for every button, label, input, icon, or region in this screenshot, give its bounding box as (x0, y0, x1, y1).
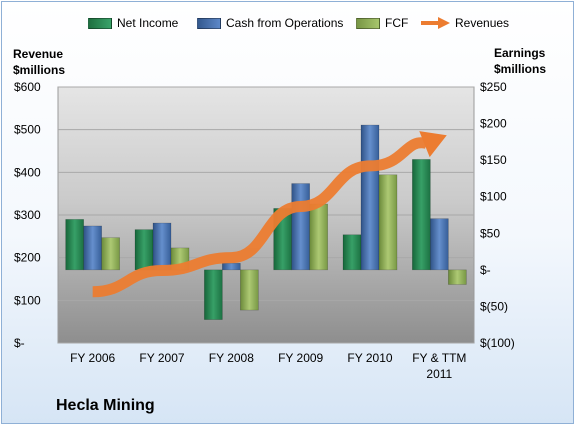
x-tick-label: FY 2008 (209, 351, 254, 365)
x-tick-label: FY 2006 (70, 351, 115, 365)
left-axis-title: Revenue $millions (13, 46, 65, 78)
legend-label-cash-from-operations: Cash from Operations (226, 16, 344, 30)
bar-net-income (412, 159, 431, 271)
left-tick-label: $400 (14, 165, 41, 179)
right-axis-ticks: $(100) $(50) $- $50 $100 $150 $200 $250 (480, 80, 515, 350)
x-tick-label: FY 2010 (347, 351, 392, 365)
legend-item-cash-from-operations: Cash from Operations (197, 16, 343, 30)
right-axis-title-line1: Earnings (494, 46, 546, 60)
bars (65, 124, 467, 320)
x-tick-label: FY 2007 (139, 351, 184, 365)
bar-fcf (378, 174, 398, 271)
legend-item-net-income: Net Income (88, 16, 178, 30)
left-tick-label: $600 (14, 80, 41, 94)
bar-fcf (240, 269, 259, 311)
left-axis-title-line2: $millions (13, 63, 66, 77)
right-tick-label: $150 (480, 153, 507, 167)
left-tick-label: $500 (14, 123, 41, 137)
left-axis-title-line1: Revenue (13, 47, 64, 61)
left-tick-label: $200 (14, 251, 41, 265)
bar-net-income (134, 229, 154, 271)
legend: Net Income Cash from Operations FCF Reve… (0, 14, 577, 34)
right-tick-label: $(50) (480, 299, 508, 313)
right-tick-label: $- (480, 263, 491, 277)
right-tick-label: $(100) (480, 336, 515, 350)
bar-cash-from-operations (152, 222, 172, 271)
legend-item-revenues: Revenues (420, 16, 509, 30)
bar-net-income (204, 269, 223, 320)
bar-cash-from-operations (360, 124, 380, 271)
revenue-arrowhead (419, 131, 447, 158)
legend-arrow-icon (421, 17, 450, 29)
x-axis-ticks: FY 2006 FY 2007 FY 2008 FY 2009 FY 2010 FY & … (70, 351, 466, 381)
legend-label-fcf: FCF (385, 16, 409, 30)
right-axis-title-line2: $millions (494, 62, 547, 76)
bar-net-income (65, 219, 84, 271)
legend-swatch-net-income (88, 17, 112, 29)
bar-net-income (342, 234, 362, 271)
legend-swatch-cash-from-operations (197, 17, 221, 29)
legend-label-net-income: Net Income (117, 16, 179, 30)
bar-cash-from-operations (430, 218, 449, 271)
right-axis-title: Earnings $millions (494, 45, 546, 77)
right-tick-label: $200 (480, 117, 507, 131)
bar-cash-from-operations (222, 262, 241, 271)
bar-fcf (101, 237, 120, 271)
company-name: Hecla Mining (56, 397, 155, 414)
right-tick-label: $100 (480, 190, 507, 204)
legend-swatch-fcf (356, 17, 380, 29)
x-tick-label: FY & TTM (412, 351, 466, 365)
gridlines (58, 86, 474, 344)
left-tick-label: $100 (14, 293, 41, 307)
bar-cash-from-operations (291, 183, 310, 271)
left-tick-label: $300 (14, 208, 41, 222)
legend-label-revenues: Revenues (455, 16, 510, 30)
revenue-arrow (92, 131, 447, 298)
revenue-line (92, 137, 428, 298)
bar-cash-from-operations (83, 225, 102, 271)
x-tick-label: 2011 (426, 367, 452, 381)
x-tick-label: FY 2009 (278, 351, 323, 365)
bar-fcf (309, 203, 328, 271)
left-tick-label: $- (14, 336, 25, 350)
legend-item-fcf: FCF (356, 16, 408, 30)
left-axis-ticks: $- $100 $200 $300 $400 $500 $600 (14, 80, 41, 350)
right-tick-label: $50 (480, 226, 500, 240)
right-tick-label: $250 (480, 80, 507, 94)
bar-fcf (448, 269, 467, 285)
